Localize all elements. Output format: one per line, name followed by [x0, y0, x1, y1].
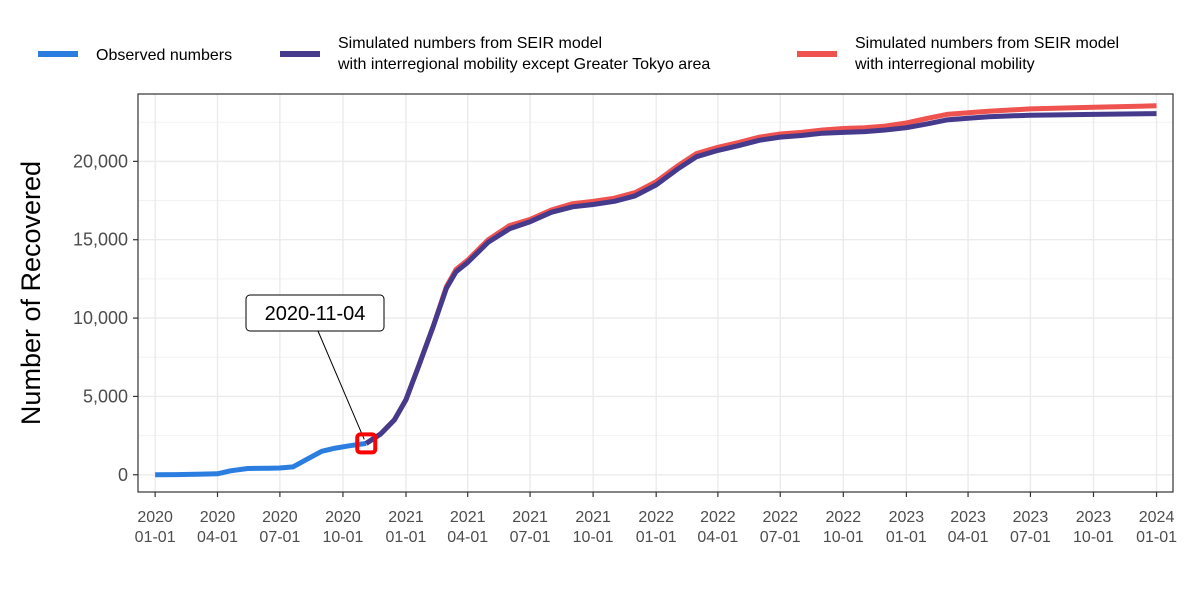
y-tick-label: 0 [118, 465, 128, 485]
x-tick-label-line: 2021 [512, 509, 548, 526]
x-tick-label-line: 07-01 [760, 529, 801, 546]
x-tick-label-line: 10-01 [823, 529, 864, 546]
x-tick-label-line: 2022 [762, 509, 798, 526]
y-axis: 0 5,000 10,000 15,000 20,000 [73, 151, 138, 485]
annotation-label: 2020-11-04 [265, 303, 366, 325]
legend-label: Observed numbers [96, 47, 232, 64]
x-tick-label-line: 2020 [262, 509, 298, 526]
legend-label: Simulated numbers from SEIR model [855, 35, 1119, 52]
x-tick-label-line: 10-01 [573, 529, 614, 546]
x-tick-label: 2021 01-01 [386, 509, 427, 546]
x-tick-label: 2020 10-01 [322, 509, 363, 546]
annotation-label-box [245, 294, 385, 332]
x-tick-label-line: 2022 [638, 509, 674, 526]
panel-border [137, 93, 1174, 493]
x-tick-label: 2021 07-01 [510, 509, 551, 546]
annotation: 2020-11-04 [245, 294, 385, 455]
x-tick-label-line: 2022 [826, 509, 862, 526]
x-tick-label-line: 10-01 [322, 529, 363, 546]
y-tick-label: 5,000 [83, 386, 128, 406]
x-tick-label-line: 07-01 [259, 529, 300, 546]
x-tick-label-line: 2021 [575, 509, 611, 526]
x-tick-label-line: 01-01 [135, 529, 176, 546]
y-axis-title: Number of Recovered [16, 161, 46, 425]
x-tick-label-line: 04-01 [447, 529, 488, 546]
x-tick-label-line: 2021 [450, 509, 486, 526]
grid [138, 94, 1173, 492]
x-tick-label: 2021 04-01 [447, 509, 488, 546]
x-tick-label: 2022 01-01 [636, 509, 677, 546]
x-tick-label: 2022 04-01 [697, 509, 738, 546]
x-tick-label: 2021 10-01 [573, 509, 614, 546]
x-tick-label: 2023 07-01 [1010, 509, 1051, 546]
legend-item: Simulated numbers from SEIR model with in… [280, 35, 710, 73]
x-tick-label: 2023 01-01 [886, 509, 927, 546]
legend: Observed numbers Simulated numbers from S… [38, 35, 1119, 73]
x-tick-label-line: 01-01 [1136, 529, 1177, 546]
x-tick-label: 2020 01-01 [135, 509, 176, 546]
x-tick-label-line: 2020 [137, 509, 173, 526]
x-tick-label: 2023 04-01 [948, 509, 989, 546]
legend-item: Simulated numbers from SEIR model with in… [797, 35, 1119, 73]
x-tick-label-line: 07-01 [1010, 529, 1051, 546]
x-tick-label: 2024 01-01 [1136, 509, 1177, 546]
x-tick-label-line: 07-01 [510, 529, 551, 546]
x-tick-label-line: 10-01 [1073, 529, 1114, 546]
x-tick-label: 2022 07-01 [760, 509, 801, 546]
x-tick-label-line: 01-01 [386, 529, 427, 546]
x-tick-label-line: 2020 [325, 509, 361, 526]
x-tick-label-line: 04-01 [948, 529, 989, 546]
legend-label: with interregional mobility [854, 56, 1035, 73]
x-tick-label-line: 01-01 [636, 529, 677, 546]
x-tick-label: 2022 10-01 [823, 509, 864, 546]
legend-label: with interregional mobility except Great… [337, 56, 710, 73]
x-tick-label-line: 2022 [700, 509, 736, 526]
annotation-leader-line [317, 330, 365, 440]
x-tick-label-line: 2021 [388, 509, 424, 526]
y-tick-label: 15,000 [73, 230, 128, 250]
y-tick-label: 20,000 [73, 151, 128, 171]
x-tick-label-line: 2024 [1139, 509, 1175, 526]
x-tick-label-line: 2023 [1076, 509, 1112, 526]
x-tick-label-line: 2020 [200, 509, 236, 526]
series-line [155, 440, 367, 478]
x-tick-label-line: 2023 [1013, 509, 1049, 526]
legend-item: Observed numbers [38, 47, 232, 64]
x-tick-label-line: 01-01 [886, 529, 927, 546]
series-lines [155, 103, 1157, 478]
x-tick-label-line: 2023 [889, 509, 925, 526]
x-tick-label-line: 04-01 [697, 529, 738, 546]
series-line [364, 111, 1157, 446]
annotation-marker [355, 432, 378, 455]
x-tick-label: 2020 07-01 [259, 509, 300, 546]
x-tick-label: 2020 04-01 [197, 509, 238, 546]
x-tick-label: 2023 10-01 [1073, 509, 1114, 546]
x-tick-label-line: 2023 [950, 509, 986, 526]
x-tick-label-line: 04-01 [197, 529, 238, 546]
legend-label: Simulated numbers from SEIR model [338, 35, 602, 52]
y-tick-label: 10,000 [73, 308, 128, 328]
